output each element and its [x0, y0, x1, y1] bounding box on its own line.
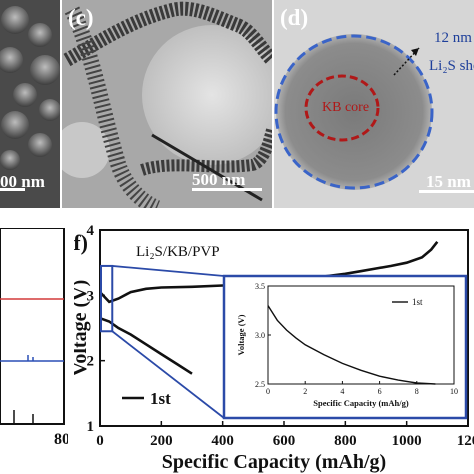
main-xtick-label: 800 [334, 433, 357, 449]
main-ytick-label: 4 [87, 223, 95, 239]
panel-b-scalebar [0, 188, 25, 191]
chart-subtitle: Li₂S/KB/PVP [136, 244, 220, 260]
main-xtick-label: 0 [96, 433, 104, 449]
main-ytick-label: 2 [87, 354, 95, 370]
zoom-connector-top [112, 265, 225, 277]
inset-legend-label: 1st [412, 297, 423, 307]
panel-e-partial: 80 [0, 228, 68, 448]
main-xtick-label: 120 [457, 433, 474, 449]
inset-ytick-label: 2.5 [255, 380, 265, 389]
main-xaxis-label: Specific Capacity (mAh/g) [162, 451, 386, 473]
panel-d-texture [274, 0, 474, 208]
panel-e-xtick-80: 80 [54, 431, 68, 448]
panel-b-scale-label: 00 nm [0, 172, 45, 191]
inset-xtick-label: 8 [415, 387, 419, 396]
panel-c-image: (c) 500 nm [62, 0, 272, 208]
shell-outline [274, 34, 434, 190]
panel-d-label: (d) [280, 5, 309, 30]
inset-ytick-label: 3.5 [255, 282, 265, 291]
main-xtick-label: 200 [150, 433, 173, 449]
shell-thickness-annotation: 12 nm [434, 30, 472, 46]
panel-c-texture [62, 0, 272, 208]
panel-f-label: (f) [74, 230, 88, 255]
panel-c-scale-label: 500 nm [192, 170, 246, 189]
panel-b-image: 00 nm [0, 0, 60, 208]
panel-c-label: (c) [68, 5, 94, 30]
panel-d-scalebar [419, 190, 474, 193]
main-yaxis-label: Voltage (V) [74, 280, 91, 376]
inset-xtick-label: 2 [303, 387, 307, 396]
inset-xtick-label: 6 [378, 387, 382, 396]
inset-frame [222, 274, 468, 420]
inset-xtick-label: 10 [450, 387, 458, 396]
panel-d-scale-label: 15 nm [426, 172, 471, 191]
inset-ytick-label: 3.0 [255, 331, 265, 340]
panel-f-chart: 1 2 3 4 0 200 400 600 800 1000 120 Specific Capacit… [74, 223, 474, 473]
main-xtick-label: 400 [211, 433, 234, 449]
series-1st-discharge-line [99, 316, 193, 375]
inset-yaxis-label: Voltage (V) [236, 314, 246, 355]
main-ytick-label: 1 [87, 419, 95, 435]
inset-xtick-label: 4 [340, 387, 344, 396]
core-annotation: KB core [322, 100, 370, 115]
inset-xtick-label: 0 [266, 387, 270, 396]
zoom-connector-bottom [111, 330, 225, 419]
core-outline [304, 74, 380, 142]
inset-xaxis-label: Specific Capacity (mAh/g) [313, 398, 409, 408]
panel-d-image: (d) 12 nm Li₂S she KB core 15 nm [274, 0, 474, 208]
main-ytick-label: 3 [87, 288, 95, 304]
zoom-region-box [100, 264, 114, 333]
main-xtick-label: 1000 [392, 433, 422, 449]
inset-series-1st-line [267, 305, 436, 385]
panel-b-texture [0, 0, 60, 208]
main-legend-label: 1st [150, 389, 171, 408]
main-xtick-label: 600 [273, 433, 296, 449]
shell-name-annotation: Li₂S she [429, 58, 474, 74]
panel-c-scalebar [192, 188, 262, 191]
